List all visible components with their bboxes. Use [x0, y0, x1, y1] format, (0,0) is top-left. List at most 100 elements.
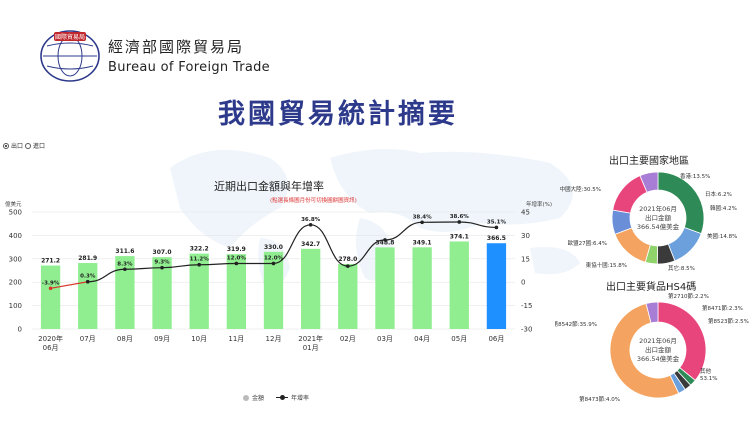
pie-label: 53.1% [700, 376, 717, 382]
x-tick-label: 06月 [43, 344, 59, 352]
x-tick-label: 11月 [228, 335, 244, 343]
legend-amount-swatch [243, 394, 249, 401]
x-tick-label: 07月 [80, 335, 96, 343]
pie-label: 第8542節:35.9% [555, 320, 597, 328]
org-name-zh: 經濟部國際貿易局 [108, 38, 245, 56]
bar-value-label: 278.0 [338, 256, 357, 263]
export-amount-chart: 億美元 年增率(%) 0 100 200 300 400 500 -30 -15 0 15 30 45 27… [5, 200, 552, 352]
bar-value-label: 366.5 [487, 235, 506, 242]
y-left-tick: 100 [9, 302, 22, 310]
growth-value-label: 11.2% [190, 257, 210, 263]
export-radio-label[interactable]: 出口 [11, 143, 24, 150]
bar-12 [486, 243, 507, 329]
bar-value-label: 374.1 [450, 233, 469, 240]
pie-label: 第2710節:2.2% [668, 292, 709, 300]
pie-slice-4 [614, 227, 651, 263]
bar-value-label: 342.7 [301, 241, 320, 248]
org-name-en: Bureau of Foreign Trade [108, 60, 270, 75]
pie-label: 其它:8.5% [668, 264, 695, 272]
bar-8 [338, 263, 358, 329]
pie-label: 中國大陸:30.5% [560, 185, 601, 193]
x-tick-label: 04月 [414, 335, 430, 343]
y-left-unit: 億美元 [5, 200, 22, 208]
growth-value-label: 38.4% [413, 214, 433, 220]
legend-amount[interactable]: 金額 [243, 393, 264, 402]
bar-9 [375, 247, 395, 329]
main-chart-title: 近期出口金額與年增率 [214, 180, 324, 193]
growth-point-2 [123, 267, 127, 272]
x-tick-label: 10月 [191, 335, 207, 343]
growth-point-9 [383, 238, 387, 242]
y-left-tick: 0 [18, 326, 22, 334]
pie-label: 第8523節:2.5% [708, 317, 749, 325]
legend-growth-swatch [276, 395, 289, 399]
bar-value-label: 307.0 [153, 249, 172, 256]
pie-center-text: 2021年06月 [639, 204, 677, 213]
world-map-background [170, 149, 580, 289]
growth-value-label: -3.9% [42, 280, 60, 286]
growth-value-label: 8.3% [117, 261, 133, 267]
growth-value-label: 12.0% [264, 255, 284, 261]
pie-label: 東協十國:15.8% [586, 261, 627, 269]
x-tick-label: 03月 [377, 335, 393, 343]
pie-slice-7 [639, 171, 659, 193]
legend-growth[interactable]: 年增率 [276, 393, 309, 402]
bureau-logo: 國際貿易局 [40, 30, 100, 82]
main-chart-legend: 金額 年增率 [243, 393, 309, 402]
bar-6 [263, 251, 284, 329]
pie-slice-4 [609, 303, 680, 399]
bar-7 [300, 248, 321, 329]
bar-5 [226, 254, 247, 329]
bar-4 [189, 253, 209, 329]
import-radio[interactable] [25, 142, 32, 149]
export-radio[interactable] [3, 142, 9, 149]
import-radio-label[interactable]: 進口 [33, 143, 46, 150]
pie-center-text: 2021年06月 [639, 336, 677, 345]
bar-3 [152, 257, 172, 329]
bar-value-label: 311.6 [115, 248, 134, 255]
growth-value-label: 35.1% [487, 219, 507, 225]
legend-amount-label: 金額 [252, 395, 265, 402]
bar-value-label: 281.9 [78, 255, 97, 262]
bar-value-label: 319.9 [227, 246, 246, 253]
pie-center-text: 出口金額 [645, 213, 672, 222]
x-tick-label: 2021年 [298, 334, 323, 343]
growth-point-11 [457, 220, 462, 224]
y-left-tick: 500 [9, 209, 22, 217]
pie-center-text: 出口金額 [645, 345, 672, 354]
pie-center-text: 366.54億美金 [637, 354, 680, 363]
legend-growth-label: 年增率 [291, 395, 310, 402]
growth-line [87, 221, 497, 283]
growth-point-0 [48, 286, 53, 291]
growth-point-1 [85, 279, 90, 284]
growth-point-8 [346, 264, 350, 268]
bar-2 [115, 256, 135, 329]
y-right-tick: 45 [521, 209, 530, 217]
pie-label: 韓國:4.2% [710, 204, 737, 212]
growth-line-first-segment [50, 281, 88, 289]
y-right-tick: -15 [521, 302, 532, 310]
y-right-tick: 30 [521, 232, 530, 240]
growth-value-label: 12.0% [227, 255, 247, 261]
page-title: 我國貿易統計摘要 [218, 99, 458, 130]
bar-value-label: 271.2 [41, 258, 60, 265]
bar-10 [412, 247, 432, 329]
pie-label: 其他 [700, 367, 712, 375]
y-left-tick: 400 [9, 232, 22, 240]
growth-point-7 [308, 222, 313, 227]
x-tick-label: 12月 [266, 335, 282, 343]
y-left-tick: 200 [9, 279, 22, 287]
x-tick-label: 08月 [117, 335, 133, 343]
x-tick-label: 05月 [451, 335, 467, 343]
pie-label: 第8473節:4.0% [579, 395, 620, 403]
growth-point-4 [197, 262, 201, 267]
x-tick-label: 01月 [303, 344, 319, 352]
pie-label: 第8471節:2.3% [702, 304, 743, 312]
growth-value-label: 38.6% [450, 214, 470, 220]
y-right-tick: 15 [521, 255, 530, 263]
pie-label: 歐盟27國:6.4% [568, 239, 607, 247]
growth-point-5 [234, 261, 239, 266]
